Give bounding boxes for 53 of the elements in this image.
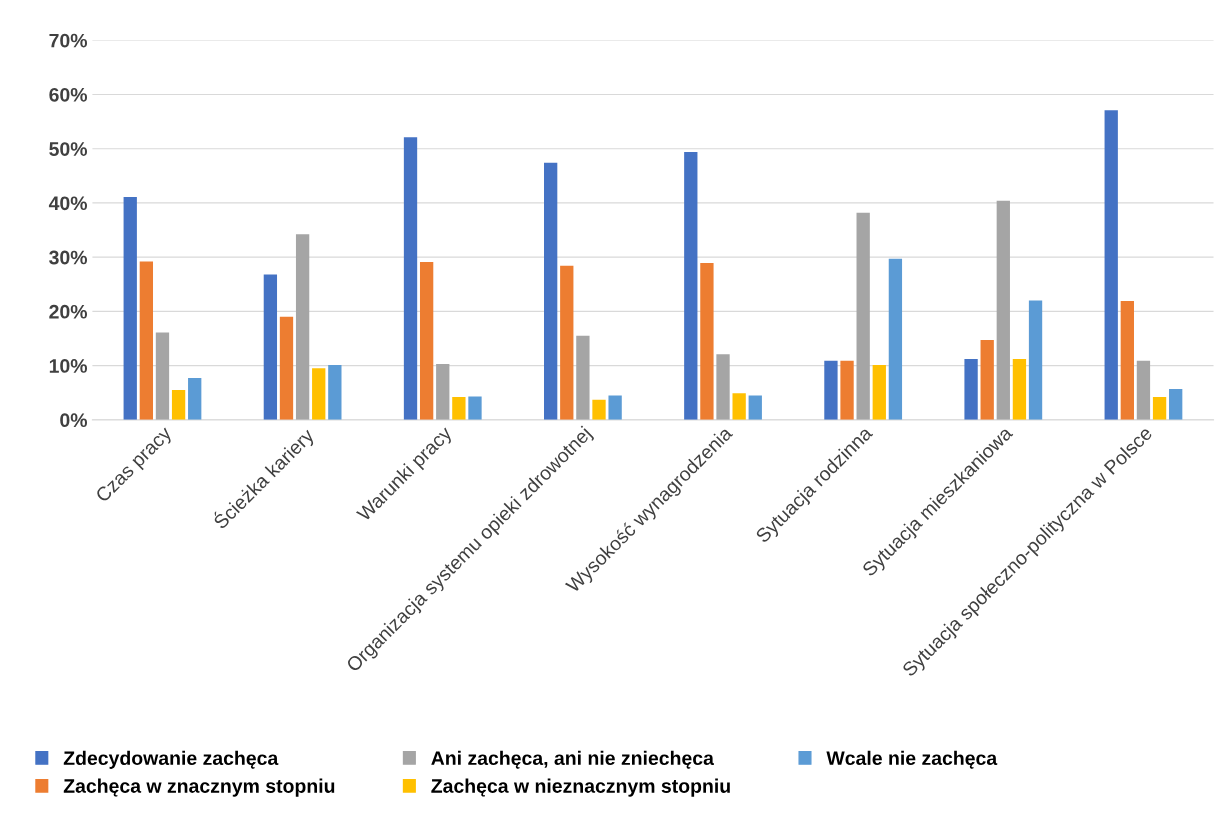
- bar: [748, 395, 762, 420]
- bar: [1169, 388, 1183, 420]
- bar: [403, 137, 418, 420]
- bar: [1120, 301, 1134, 420]
- y-tick-label: 60%: [49, 87, 88, 102]
- bar: [419, 262, 434, 420]
- bar: [888, 258, 903, 420]
- bar: [188, 378, 202, 420]
- bar: [964, 359, 978, 420]
- y-tick-label: 10%: [49, 359, 88, 373]
- bar: [1136, 360, 1151, 420]
- y-tick-label: 30%: [49, 250, 88, 265]
- bar: [123, 196, 137, 420]
- bar: [840, 360, 854, 420]
- bar: [872, 365, 886, 420]
- bar: [544, 162, 558, 420]
- bar: [592, 399, 606, 420]
- legend-label: Ani zachęca, ani nie zniechęca: [431, 750, 715, 769]
- bar: [1012, 359, 1027, 420]
- bar: [263, 274, 278, 420]
- bar: [856, 212, 870, 420]
- bar: [996, 200, 1010, 420]
- bar: [824, 360, 838, 420]
- bar: [139, 261, 154, 420]
- bar: [279, 316, 294, 420]
- bar: [1028, 300, 1043, 420]
- bar: [328, 365, 342, 420]
- bar: [608, 395, 622, 420]
- bar: [468, 396, 482, 420]
- y-tick-label: 50%: [49, 142, 88, 156]
- bar: [576, 335, 590, 420]
- bar: [684, 151, 698, 420]
- bar: [436, 363, 450, 420]
- y-tick-label: 0%: [60, 413, 88, 428]
- y-tick-label: 40%: [48, 196, 88, 211]
- bar: [716, 354, 730, 420]
- y-tick-label: 70%: [49, 33, 88, 48]
- bar: [700, 263, 714, 420]
- bar: [312, 368, 326, 420]
- bar: [1152, 397, 1167, 420]
- legend-label: Zachęca w znacznym stopniu: [63, 778, 335, 797]
- bar: [171, 390, 186, 420]
- legend-label: Zachęca w nieznacznym stopniu: [431, 778, 730, 797]
- bar: [452, 397, 466, 420]
- bar: [155, 332, 170, 420]
- bar: [980, 340, 994, 420]
- y-tick-label: 20%: [49, 304, 88, 319]
- bar: [295, 234, 310, 420]
- bar: [1104, 110, 1118, 420]
- bar: [560, 265, 574, 420]
- legend-label: Zdecydowanie zachęca: [63, 750, 279, 769]
- bar: [732, 393, 746, 420]
- legend-label: Wcale nie zachęca: [826, 750, 998, 769]
